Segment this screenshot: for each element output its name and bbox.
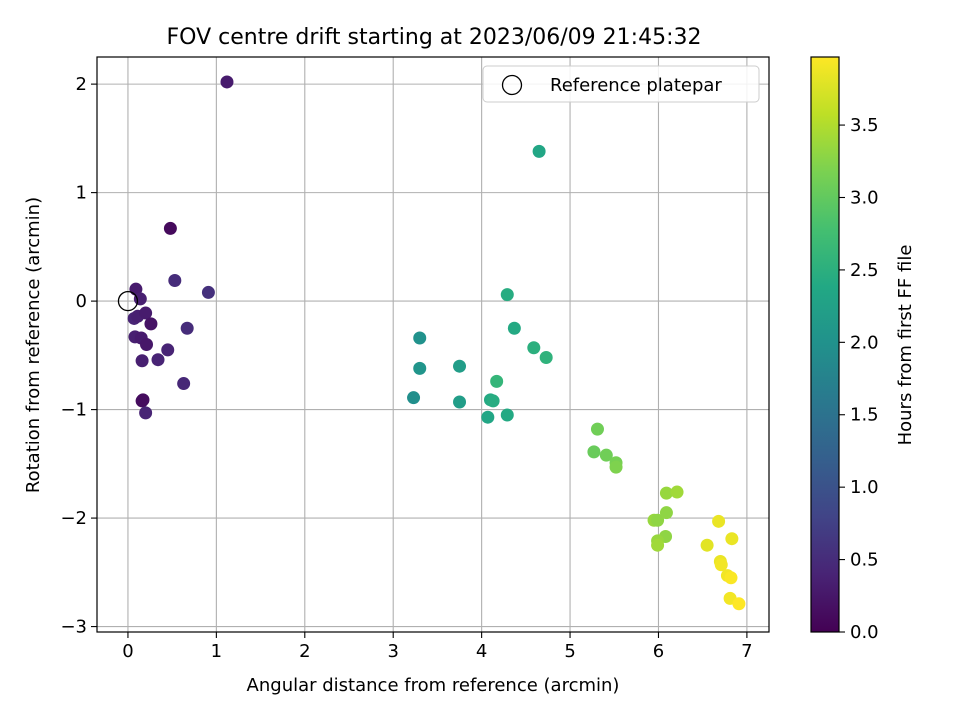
reference-platepar-marker xyxy=(117,290,139,312)
x-axis-label: Angular distance from reference (arcmin) xyxy=(247,675,620,696)
grid xyxy=(97,57,769,632)
y-axis-ticks: −3 −2 −1 0 1 2 xyxy=(60,74,97,638)
data-point xyxy=(151,353,165,367)
data-point xyxy=(133,292,147,306)
data-point xyxy=(407,391,421,405)
data-point xyxy=(700,538,714,552)
colorbar-tick-label: 2.0 xyxy=(850,332,879,353)
data-point xyxy=(490,374,504,388)
y-tick-label: 2 xyxy=(76,74,87,95)
data-point xyxy=(139,306,153,320)
data-point xyxy=(527,341,541,355)
colorbar-tick-label: 1.0 xyxy=(850,477,879,498)
data-point xyxy=(507,321,521,335)
data-point xyxy=(599,448,613,462)
colorbar-tick-label: 1.5 xyxy=(850,405,879,426)
colorbar-tick-label: 0.5 xyxy=(850,550,879,571)
legend: Reference platepar xyxy=(482,65,760,103)
data-point xyxy=(413,331,427,345)
colorbar-ticks: 0.0 0.5 1.0 1.5 2.0 2.5 3.0 3.5 xyxy=(839,115,879,643)
data-point xyxy=(220,75,234,89)
y-tick-label: 0 xyxy=(76,291,87,312)
scatter-series xyxy=(127,75,746,611)
x-axis-ticks: 0 1 2 3 4 5 6 7 xyxy=(122,632,753,662)
reference-point-circle xyxy=(117,290,139,312)
x-tick-label: 4 xyxy=(476,641,487,662)
data-point xyxy=(135,394,149,408)
data-point xyxy=(651,538,665,552)
x-tick-label: 3 xyxy=(387,641,398,662)
x-tick-label: 5 xyxy=(564,641,575,662)
plot-frame xyxy=(96,56,770,633)
data-point xyxy=(609,460,623,474)
data-point xyxy=(587,445,601,459)
data-point xyxy=(135,354,149,368)
data-point xyxy=(140,338,154,351)
x-tick-label: 2 xyxy=(299,641,310,662)
data-point xyxy=(168,273,182,287)
data-point xyxy=(486,394,500,408)
data-point xyxy=(413,361,427,375)
y-tick-label: 1 xyxy=(76,183,87,204)
data-point xyxy=(500,408,514,422)
data-point xyxy=(725,532,739,546)
data-point xyxy=(539,351,553,365)
chart-title: FOV centre drift starting at 2023/06/09 … xyxy=(167,25,702,50)
data-point xyxy=(670,485,684,499)
data-point xyxy=(500,288,514,302)
colorbar-label: Hours from first FF file xyxy=(895,245,916,446)
colorbar-gradient xyxy=(810,56,840,633)
data-point xyxy=(180,321,194,335)
legend-entry-reference-platepar: Reference platepar xyxy=(550,75,722,96)
x-tick-label: 1 xyxy=(211,641,222,662)
legend-box xyxy=(482,65,760,103)
y-tick-label: −2 xyxy=(60,508,87,529)
data-point xyxy=(724,571,738,585)
colorbar-tick-label: 3.0 xyxy=(850,187,879,208)
colorbar: 0.0 0.5 1.0 1.5 2.0 2.5 3.0 3.5 Hours from firs… xyxy=(810,56,916,643)
data-point xyxy=(732,597,746,611)
data-point xyxy=(714,558,728,572)
data-point xyxy=(590,422,604,436)
x-tick-label: 7 xyxy=(741,641,752,662)
y-tick-label: −3 xyxy=(60,617,87,638)
colorbar-tick-label: 2.5 xyxy=(850,260,879,281)
data-point xyxy=(532,144,546,158)
data-point xyxy=(139,406,153,420)
data-point xyxy=(161,343,175,357)
data-point xyxy=(453,395,467,409)
data-point xyxy=(177,377,191,391)
y-axis-label: Rotation from reference (arcmin) xyxy=(23,197,44,493)
x-tick-label: 6 xyxy=(653,641,664,662)
data-point xyxy=(659,506,673,520)
data-point xyxy=(144,317,158,331)
legend-reference-marker xyxy=(501,74,523,96)
y-tick-label: −1 xyxy=(60,400,87,421)
data-point xyxy=(453,359,467,373)
data-point xyxy=(163,221,177,235)
colorbar-tick-label: 3.5 xyxy=(850,115,879,136)
colorbar-tick-label: 0.0 xyxy=(850,622,879,643)
data-point xyxy=(201,285,215,299)
data-point xyxy=(712,514,726,528)
data-point xyxy=(481,410,495,424)
data-point xyxy=(651,513,665,527)
data-point xyxy=(659,486,673,500)
x-tick-label: 0 xyxy=(122,641,133,662)
